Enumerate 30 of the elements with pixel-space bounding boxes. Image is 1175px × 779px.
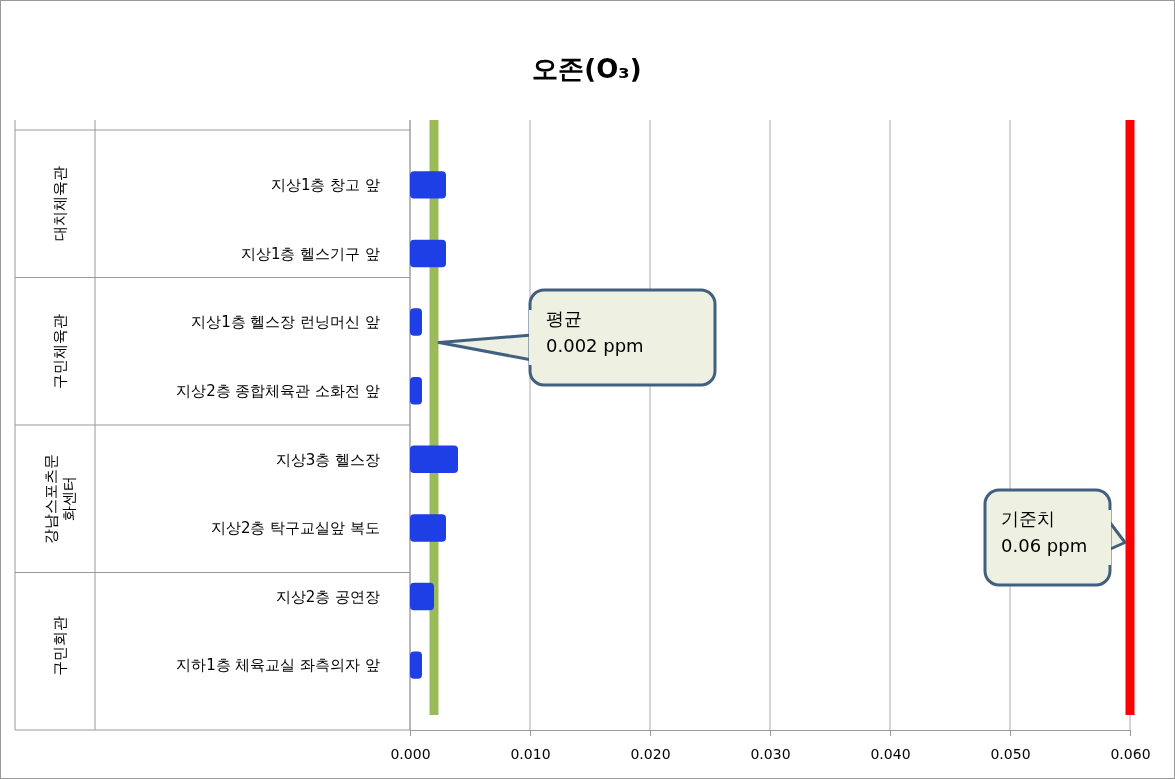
- bar: [410, 651, 422, 679]
- chart-title: 오존(O₃): [532, 54, 642, 84]
- bar: [410, 582, 434, 611]
- y-tick-label: 지상1층 창고 앞: [270, 176, 380, 195]
- x-tick-label: 0.010: [510, 745, 551, 762]
- x-tick-label: 0.020: [630, 745, 671, 762]
- y-tick-label: 지상2층 탁구교실앞 복도: [210, 519, 380, 538]
- text: 강남스포츠문 화센터: [42, 453, 79, 544]
- x-tick-label: 0.040: [870, 745, 911, 762]
- bar: [410, 239, 446, 268]
- y-tick-label: 지상2층 종합체육관 소화전 앞: [176, 381, 380, 400]
- y-tick-label: 지상3층 헬스장: [275, 450, 380, 469]
- text: 대치체육관: [51, 166, 70, 242]
- text: 구민회관: [51, 616, 70, 677]
- bar: [410, 445, 458, 474]
- bar: [410, 514, 446, 542]
- x-tick-label: 0.060: [1110, 745, 1151, 762]
- y-tick-label: 지상1층 헬스기구 앞: [240, 244, 380, 263]
- ref-line-label: 평균 0.002 ppm: [546, 308, 644, 356]
- y-tick-label: 지상1층 헬스장 런닝머신 앞: [191, 313, 380, 332]
- bar: [410, 171, 446, 199]
- text: 구민체육관: [51, 313, 70, 389]
- y-tick-label: 지하1층 체육교실 좌측의자 앞: [176, 656, 380, 675]
- x-tick-label: 0.050: [990, 745, 1031, 762]
- bar: [410, 308, 422, 336]
- x-tick-label: 0.000: [390, 745, 431, 762]
- ref-line-label: 기준치 0.06 ppm: [1001, 508, 1088, 556]
- y-tick-label: 지상2층 공연장: [275, 587, 380, 606]
- x-tick-label: 0.030: [750, 745, 791, 762]
- bar: [410, 376, 422, 405]
